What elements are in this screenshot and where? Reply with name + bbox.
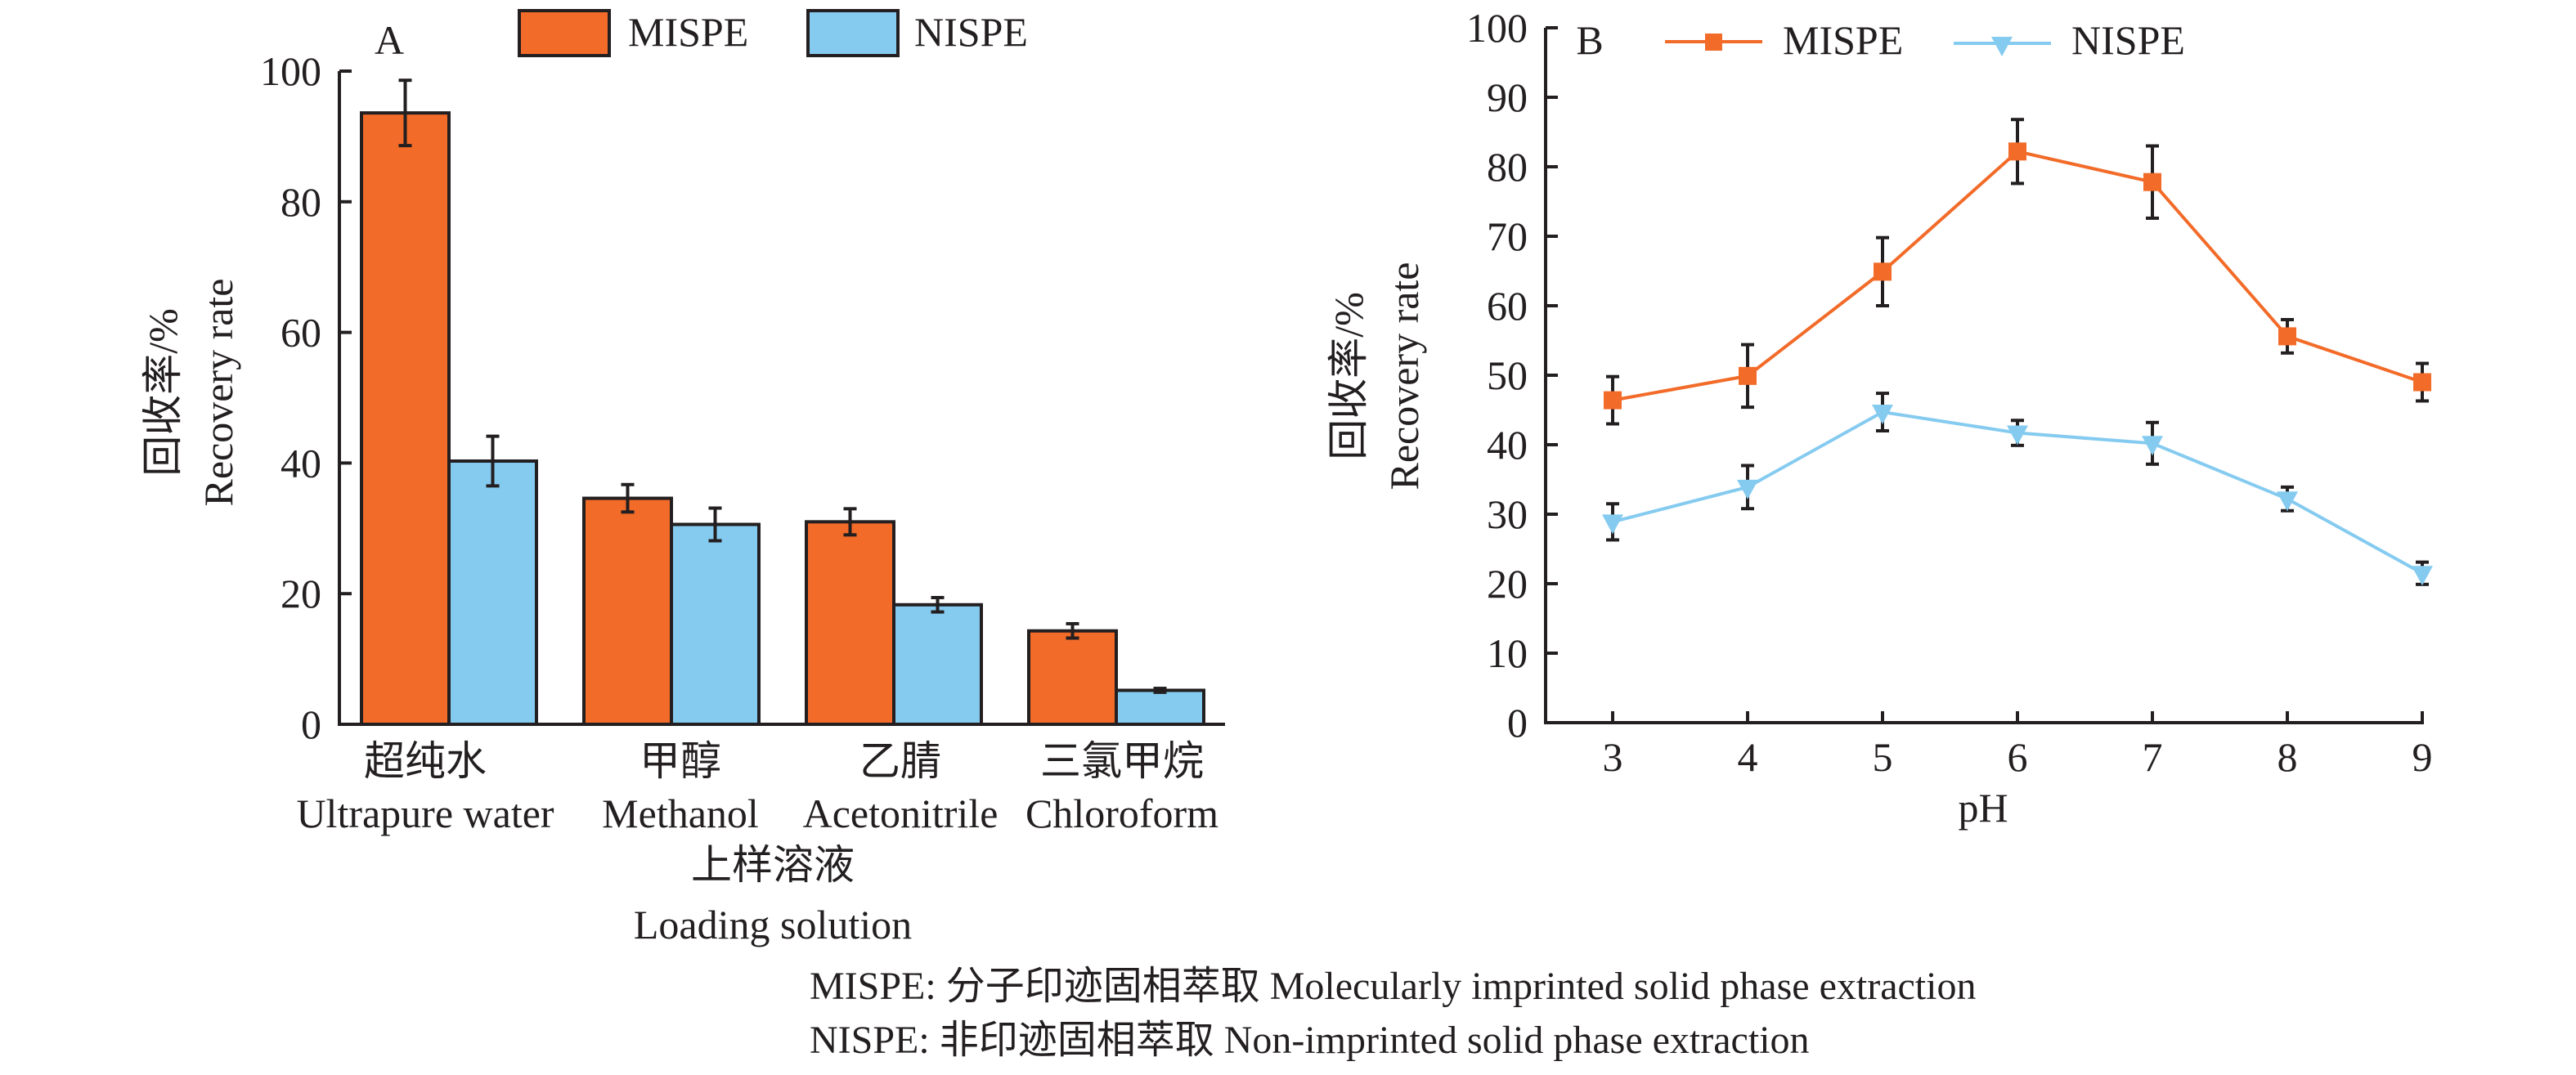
category-label-zh: 三氯甲烷 — [1040, 738, 1204, 784]
legend-b-label-nispe: NISPE — [2071, 17, 2185, 63]
x-tick-label: 5 — [1873, 734, 1893, 780]
bar-mispe — [805, 520, 895, 726]
data-point-triangle — [2412, 566, 2433, 586]
y-tick-label: 20 — [1487, 561, 1528, 607]
y-tick-label: 80 — [280, 179, 321, 225]
series-nispe — [1602, 392, 2433, 586]
category-label-zh: 超纯水 — [364, 738, 487, 784]
panel-b-x-ticks: 3 4 5 6 7 8 9 — [1603, 711, 2433, 780]
panel-a-xlabel-en: Loading solution — [634, 902, 912, 947]
data-point-triangle — [2007, 425, 2028, 446]
bar-mispe — [1027, 629, 1118, 726]
category-label-en: Acetonitrile — [803, 791, 999, 836]
data-point-triangle — [2277, 491, 2298, 512]
y-tick-label: 60 — [280, 310, 321, 356]
category-label-en: Ultrapure water — [296, 791, 554, 836]
panel-a-xlabel-zh: 上样溶液 — [691, 842, 855, 888]
bar-nispe — [1115, 688, 1205, 727]
panel-a-ylabel-en: Recovery rate — [195, 278, 241, 506]
panel-b-xlabel: pH — [1958, 785, 2008, 831]
panel-b-legend: MISPE NISPE — [1665, 17, 2185, 63]
x-tick-label: 4 — [1738, 734, 1758, 780]
panel-a-axes — [338, 71, 1225, 726]
data-point-square — [1604, 391, 1622, 410]
footer-line-nispe: NISPE: 非印迹固相萃取 Non-imprinted solid phase… — [810, 1019, 1810, 1062]
panel-b-series — [1602, 118, 2433, 586]
bar-mispe — [360, 111, 451, 727]
y-tick-label: 50 — [1487, 352, 1528, 398]
x-tick-label: 7 — [2143, 734, 2163, 780]
y-tick-label: 0 — [301, 701, 321, 747]
y-tick-label: 70 — [1487, 213, 1528, 259]
series-line — [1612, 150, 2423, 402]
y-tick-label: 20 — [280, 571, 321, 616]
panel-b-line-chart: B MISPE NISPE 回收率/% Recovery rate 0 10 20 3… — [1326, 5, 2433, 831]
x-tick-label: 3 — [1603, 734, 1623, 780]
y-tick-label: 0 — [1507, 700, 1528, 746]
panel-a-label: A — [375, 17, 404, 63]
legend-b-label-mispe: MISPE — [1783, 17, 1903, 63]
y-tick-label: 30 — [1487, 491, 1528, 537]
y-tick-label: 40 — [280, 440, 321, 486]
bar-nispe — [670, 522, 761, 726]
y-tick-label: 80 — [1487, 144, 1528, 190]
panel-b-y-axis-title: 回收率/% Recovery rate — [1326, 262, 1427, 490]
data-point-triangle — [2142, 436, 2163, 456]
bar-nispe — [447, 459, 538, 726]
panel-a-bars — [360, 78, 1205, 727]
panel-a-category-labels: 超纯水 甲醇 乙腈 三氯甲烷 Ultrapure water Methanol Aceton… — [296, 738, 1218, 836]
data-point-triangle — [1872, 405, 1893, 425]
legend-a-label-nispe: NISPE — [914, 9, 1028, 55]
data-point-square — [1874, 262, 1892, 281]
panel-a-ylabel-zh: 回收率/% — [140, 308, 186, 477]
y-tick-label: 10 — [1487, 630, 1528, 676]
data-point-square — [2143, 172, 2161, 191]
y-tick-label: 90 — [1487, 74, 1528, 120]
series-mispe — [1604, 118, 2431, 426]
footer-line-mispe: MISPE: 分子印迹固相萃取 Molecularly imprinted so… — [810, 965, 1976, 1008]
y-tick-label: 40 — [1487, 422, 1528, 468]
legend-a-swatch-nispe — [806, 9, 900, 57]
panel-a-y-ticks: 0 20 40 60 80 100 — [260, 48, 352, 747]
data-point-square — [1739, 366, 1757, 385]
panel-a-bar-chart: A MISPE NISPE 回收率/% Recovery rate 0 20 40 6… — [140, 9, 1225, 947]
panel-b-ylabel-en: Recovery rate — [1381, 262, 1427, 490]
footer-notes: MISPE: 分子印迹固相萃取 Molecularly imprinted so… — [810, 965, 1976, 1062]
category-label-zh: 甲醇 — [640, 738, 721, 784]
legend-a-swatch-mispe — [518, 9, 611, 57]
category-label-en: Chloroform — [1025, 791, 1218, 836]
legend-b-marker-square — [1705, 34, 1722, 51]
panel-b-ylabel-zh: 回收率/% — [1326, 292, 1371, 460]
panel-a-y-axis-title: 回收率/% Recovery rate — [140, 278, 241, 506]
bar-mispe — [582, 496, 673, 727]
y-tick-label: 60 — [1487, 283, 1528, 329]
y-tick-label: 100 — [1466, 5, 1528, 51]
bar-nispe — [892, 602, 983, 727]
legend-b-marker-triangle — [1991, 37, 2013, 56]
data-point-triangle — [1737, 479, 1758, 499]
category-label-en: Methanol — [602, 791, 759, 836]
y-tick-label: 100 — [260, 48, 321, 94]
category-label-zh: 乙腈 — [859, 738, 941, 784]
panel-b-y-ticks: 0 10 20 30 40 50 60 70 80 90 100 — [1466, 5, 1558, 746]
data-point-square — [2278, 327, 2296, 346]
data-point-square — [2008, 142, 2026, 161]
x-tick-label: 8 — [2278, 734, 2298, 780]
panel-b-axes — [1544, 28, 2424, 724]
legend-a-label-mispe: MISPE — [628, 9, 748, 55]
data-point-triangle — [1602, 514, 1623, 535]
x-tick-label: 9 — [2412, 734, 2433, 780]
panel-a-legend: MISPE NISPE — [518, 9, 1028, 57]
x-tick-label: 6 — [2008, 734, 2028, 780]
panel-b-label: B — [1576, 17, 1603, 63]
data-point-square — [2413, 373, 2431, 392]
